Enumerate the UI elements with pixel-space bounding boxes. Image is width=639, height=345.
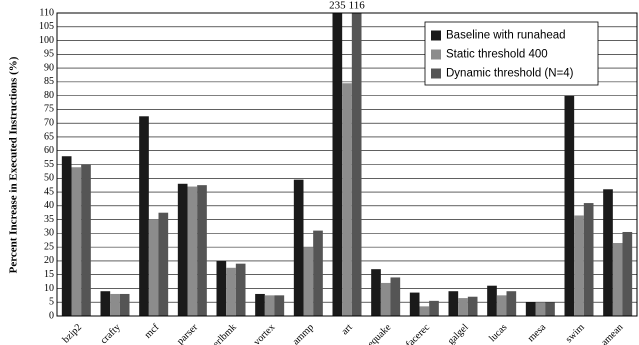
bar	[342, 83, 352, 316]
bar	[313, 230, 323, 316]
y-tick-label: 110	[39, 7, 54, 18]
x-tick-label: vortex	[252, 322, 278, 345]
bar	[293, 179, 304, 316]
y-tick-label: 0	[49, 310, 54, 321]
y-tick-label: 40	[44, 200, 54, 211]
bar	[458, 298, 468, 316]
x-tick-label: parser	[175, 321, 201, 345]
value-label: 116	[349, 0, 366, 12]
bar	[235, 263, 246, 316]
legend-swatch	[431, 30, 441, 41]
bar	[264, 295, 275, 316]
y-tick-label: 50	[44, 173, 54, 184]
bar	[303, 247, 314, 316]
y-tick-label: 95	[44, 49, 54, 60]
bar	[564, 95, 575, 317]
x-tick-label: crafty	[98, 322, 122, 345]
bar	[622, 231, 633, 316]
bars	[61, 13, 633, 317]
bar	[467, 296, 478, 316]
y-tick-label: 60	[44, 145, 54, 156]
bar	[148, 219, 159, 316]
bar	[535, 302, 546, 316]
bar	[100, 291, 111, 316]
x-tick-label: art	[340, 322, 355, 337]
bar	[61, 156, 72, 316]
y-tick-label: 35	[44, 214, 54, 225]
bar	[409, 292, 420, 316]
legend-label: Baseline with runahead	[446, 30, 566, 42]
x-tick-label: bzip2	[61, 322, 84, 345]
bar	[71, 167, 82, 316]
bar	[274, 295, 285, 316]
y-tick-label: 75	[44, 104, 54, 115]
bar	[448, 291, 459, 316]
y-tick-label: 25	[44, 241, 54, 252]
bar	[574, 215, 584, 316]
bar	[81, 164, 91, 316]
x-tick-label: mcf	[143, 321, 162, 340]
x-tick-label: galgel	[446, 322, 471, 345]
plot-frame	[56, 12, 638, 317]
x-tick-label: facerec	[404, 322, 433, 345]
y-tick-label: 85	[44, 76, 54, 87]
bar	[419, 306, 430, 316]
bar	[429, 300, 439, 316]
legend-swatch	[431, 68, 441, 79]
value-label: 235	[329, 0, 346, 12]
bar	[496, 295, 507, 316]
x-tick-label: mesa	[526, 322, 549, 345]
y-tick-label: 45	[44, 186, 54, 197]
x-tick-label: swim	[564, 322, 587, 345]
y-tick-label: 30	[44, 228, 54, 239]
bar	[110, 293, 120, 316]
bar	[525, 302, 536, 316]
y-tick-label: 20	[44, 255, 54, 266]
bar	[545, 302, 555, 316]
x-tick-label: lucas	[487, 322, 509, 344]
y-tick-label: 15	[44, 269, 54, 280]
y-tick-label: 10	[44, 283, 54, 294]
bar	[187, 186, 198, 316]
x-tick-label: ammp	[291, 322, 316, 345]
bar	[158, 212, 169, 316]
bar	[332, 13, 343, 316]
y-tick-label: 105	[39, 21, 54, 32]
bar	[197, 185, 207, 316]
legend-label: Static threshold 400	[446, 49, 548, 61]
y-tick-label: 80	[44, 90, 54, 101]
y-tick-label: 90	[44, 62, 54, 73]
y-tick-label: 5	[49, 297, 54, 308]
bar	[226, 267, 236, 316]
x-tick-label: amean	[599, 322, 625, 345]
legend-swatch	[431, 49, 441, 60]
bar	[380, 282, 391, 316]
bar	[255, 293, 265, 316]
bar	[612, 243, 623, 316]
bar	[216, 260, 227, 316]
y-tick-label: 70	[44, 117, 54, 128]
bar	[371, 269, 381, 316]
x-tick-label: equake	[366, 322, 394, 345]
bar	[603, 189, 613, 316]
bar	[390, 277, 401, 316]
legend-box	[424, 21, 599, 86]
bar	[487, 285, 497, 316]
bar	[506, 291, 517, 316]
bar	[177, 183, 188, 316]
legend-label: Dynamic threshold (N=4)	[446, 68, 574, 80]
bar	[119, 293, 130, 316]
x-tick-label: perlbmk	[207, 322, 238, 345]
bar	[583, 203, 594, 316]
bar	[139, 116, 149, 316]
y-axis-title: Percent Increase in Executed Instruction…	[8, 56, 20, 273]
y-tick-label: 65	[44, 131, 54, 142]
y-tick-label: 55	[44, 159, 54, 170]
y-tick-label: 100	[39, 35, 54, 46]
bar	[351, 13, 362, 317]
